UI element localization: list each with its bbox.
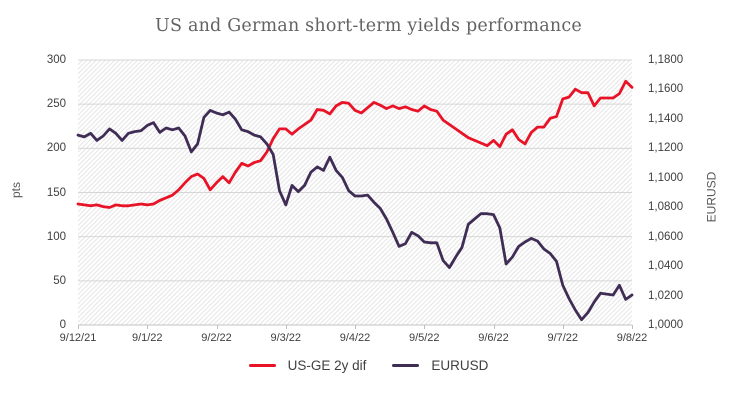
y-axis-left-tick-label: 100 <box>46 230 66 243</box>
legend-label: EURUSD <box>431 358 489 373</box>
x-axis-tick-mark <box>285 325 287 329</box>
legend: US-GE 2y dif EURUSD <box>0 358 737 373</box>
x-axis-tick-mark <box>355 325 356 329</box>
y-axis-left-tick-label: 250 <box>46 98 66 111</box>
x-axis-tick-mark <box>424 325 426 329</box>
x-axis-tick-label: 9/1/22 <box>131 332 163 344</box>
x-axis-tick-label: 9/7/22 <box>547 332 579 344</box>
x-axis-tick-label: 9/4/22 <box>339 332 371 344</box>
y-axis-right-tick-label: 1,0000 <box>648 319 684 331</box>
y-axis-left-tick-label: 150 <box>46 186 66 199</box>
plot-canvas <box>76 59 634 326</box>
legend-label: US-GE 2y dif <box>287 358 367 373</box>
legend-swatch-red <box>248 363 276 368</box>
y-axis-left-tick-label: 50 <box>53 274 66 287</box>
y-axis-right-title: EURUSD <box>704 171 719 223</box>
y-axis-right-tick-label: 1,1000 <box>648 171 684 184</box>
y-axis-right-tick-label: 1,0200 <box>648 289 684 302</box>
y-axis-right-tick-label: 1,0800 <box>648 201 684 214</box>
x-axis-tick-mark <box>632 325 633 329</box>
y-axis-right-tick-label: 1,0400 <box>648 260 684 273</box>
x-axis-tick-label: 9/5/22 <box>408 332 440 344</box>
chart-title: US and German short-term yields performa… <box>155 16 582 36</box>
y-axis-right-tick-label: 1,1400 <box>648 112 684 125</box>
legend-item-eurusd: EURUSD <box>392 358 488 373</box>
series-line-eurusd <box>76 109 634 322</box>
y-axis-right-tick-label: 1,1800 <box>648 54 684 66</box>
x-axis-tick-label: 9/2/22 <box>201 332 232 344</box>
x-axis-tick-mark <box>147 325 149 329</box>
x-axis-tick-label: 9/3/22 <box>270 332 302 344</box>
series-lines <box>76 79 634 322</box>
y-axis-left-tick-label: 200 <box>46 142 66 155</box>
y-axis-right-tick-label: 1,1600 <box>648 83 684 96</box>
x-axis-tick-mark <box>493 325 495 329</box>
plot-area <box>76 59 634 326</box>
y-axis-left-tick-label: 300 <box>46 54 66 66</box>
legend-item-us-ge-2y-dif: US-GE 2y dif <box>248 358 367 373</box>
y-axis-right-tick-label: 1,0600 <box>648 230 684 243</box>
x-axis-tick-mark <box>78 325 79 329</box>
x-axis-tick-mark <box>216 325 218 329</box>
x-axis-tick-label: 9/8/22 <box>616 332 648 344</box>
y-axis-left-tick-label: 0 <box>59 319 66 331</box>
y-axis-left-title: pts <box>9 181 24 199</box>
x-axis-tick-label: 9/12/21 <box>59 332 97 344</box>
series-line-us-ge-2y-dif <box>76 79 634 209</box>
legend-swatch-dark <box>392 363 420 368</box>
y-axis-right-tick-label: 1,1200 <box>648 142 684 155</box>
x-axis-tick-mark <box>562 325 564 329</box>
x-axis-tick-label: 9/6/22 <box>478 332 509 344</box>
